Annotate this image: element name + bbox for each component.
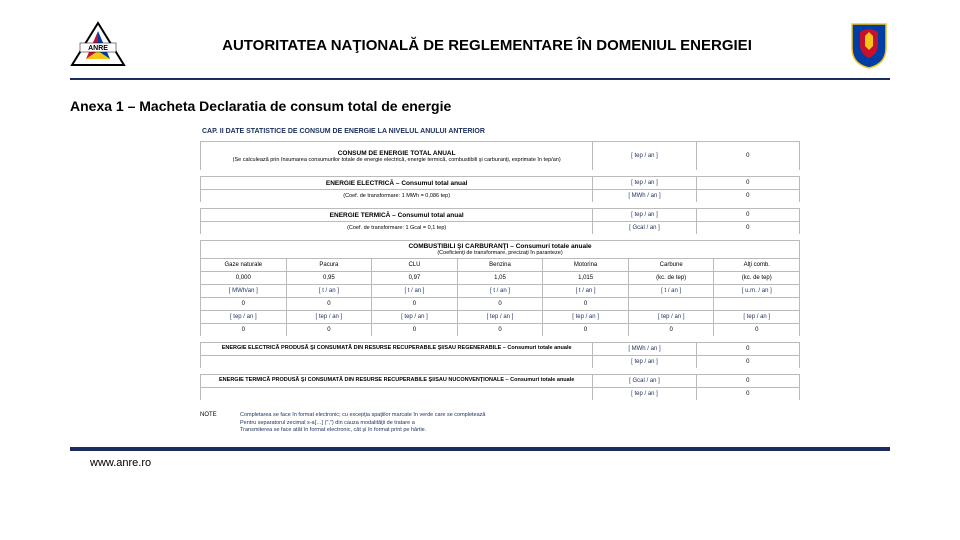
fuel-cell: 0 (713, 324, 800, 336)
fuel-cell: 0 (457, 298, 543, 310)
elec-row2: (Coef. de transformare: 1 MWh = 0,086 te… (200, 189, 800, 202)
fuel-cell: [ tep / an ] (457, 311, 543, 323)
fuel-cell: Motorina (542, 259, 628, 271)
fuel-cell: 0 (200, 324, 286, 336)
fuel-u1: [ MWh/an ][ t / an ][ t / an ][ t / an ]… (200, 284, 800, 297)
fuel-cell: 0,000 (200, 272, 286, 284)
fuel-cell: Carbune (628, 259, 714, 271)
fuel-cell: 0,95 (286, 272, 372, 284)
chapter-title: CAP. II DATE STATISTICE DE CONSUM DE ENE… (200, 124, 800, 141)
fuel-cell: 0 (200, 298, 286, 310)
prodelec-row2: [ tep / an ] 0 (200, 355, 800, 368)
svg-text:ANRE: ANRE (88, 45, 108, 52)
fuel-cell: Alţi comb. (713, 259, 800, 271)
fuel-cell: 0 (371, 298, 457, 310)
total-val: 0 (696, 142, 800, 170)
form-sheet: CAP. II DATE STATISTICE DE CONSUM DE ENE… (200, 124, 800, 435)
fuel-cell: [ t / an ] (542, 285, 628, 297)
fuel-cell: [ tep / an ] (371, 311, 457, 323)
anre-logo: ANRE (70, 21, 126, 69)
fuel-coef: 0,0000,950,971,051,015(kc. de tep)(kc. d… (200, 271, 800, 284)
fuel-u2: [ tep / an ][ tep / an ][ tep / an ][ te… (200, 310, 800, 323)
prodelec-row1: ENERGIE ELECTRICĂ PRODUSĂ ŞI CONSUMATĂ D… (200, 342, 800, 355)
prodterm-row2: [ tep / an ] 0 (200, 387, 800, 400)
total-sub: (Se calculează prin însumarea consumuril… (233, 157, 561, 163)
fuel-cell: [ u.m. / an ] (713, 285, 800, 297)
fuel-cell: [ t / an ] (286, 285, 372, 297)
prodterm-row1: ENERGIE TERMICĂ PRODUSĂ ŞI CONSUMATĂ DIN… (200, 374, 800, 387)
fuel-header: COMBUSTIBILI ŞI CARBURANŢI – Consumuri t… (200, 240, 800, 258)
fuel-v1: 00000 (200, 297, 800, 310)
fuel-cell: 1,015 (542, 272, 628, 284)
notes: NOTE Completarea se face în format elect… (200, 412, 800, 435)
fuel-cell: (kc. de tep) (713, 272, 800, 284)
fuel-cell: Benzina (457, 259, 543, 271)
fuel-cell: 1,05 (457, 272, 543, 284)
fuel-v2: 0000000 (200, 323, 800, 336)
fuel-cell: [ t / an ] (628, 285, 714, 297)
fuel-cell: (kc. de tep) (628, 272, 714, 284)
fuel-cell: [ tep / an ] (286, 311, 372, 323)
fuel-cols: Gaze naturalePacuraCLUBenzinaMotorinaCar… (200, 258, 800, 271)
fuel-cell: 0 (628, 324, 714, 336)
fuel-cell: [ t / an ] (371, 285, 457, 297)
fuel-cell: 0,97 (371, 272, 457, 284)
fuel-cell: 0 (542, 324, 628, 336)
elec-row1: ENERGIE ELECTRICĂ – Consumul total anual… (200, 176, 800, 189)
fuel-cell: [ tep / an ] (542, 311, 628, 323)
fuel-cell: 0 (286, 298, 372, 310)
fuel-cell (713, 298, 800, 310)
total-row: CONSUM DE ENERGIE TOTAL ANUAL (Se calcul… (200, 141, 800, 170)
fuel-cell: [ tep / an ] (628, 311, 714, 323)
fuel-cell: 0 (542, 298, 628, 310)
fuel-cell: CLU (371, 259, 457, 271)
footer-rule (70, 447, 890, 451)
fuel-cell (628, 298, 714, 310)
subtitle: Anexa 1 – Macheta Declaratia de consum t… (0, 80, 960, 124)
coat-of-arms (848, 20, 890, 70)
total-unit: [ tep / an ] (592, 142, 695, 170)
fuel-cell: 0 (371, 324, 457, 336)
fuel-cell: [ tep / an ] (200, 311, 286, 323)
fuel-cell: 0 (286, 324, 372, 336)
footer-url: www.anre.ro (0, 457, 960, 469)
fuel-cell: Gaze naturale (200, 259, 286, 271)
term-row2: (Coef. de transformare: 1 Gcal = 0,1 tep… (200, 221, 800, 234)
page-header: ANRE AUTORITATEA NAŢIONALĂ DE REGLEMENTA… (0, 0, 960, 78)
total-label: CONSUM DE ENERGIE TOTAL ANUAL (338, 150, 456, 157)
fuel-cell: [ tep / an ] (713, 311, 800, 323)
fuel-cell: Pacura (286, 259, 372, 271)
term-row1: ENERGIE TERMICĂ – Consumul total anual [… (200, 208, 800, 221)
header-title: AUTORITATEA NAŢIONALĂ DE REGLEMENTARE ÎN… (126, 37, 848, 54)
fuel-cell: [ t / an ] (457, 285, 543, 297)
fuel-cell: [ MWh/an ] (200, 285, 286, 297)
fuel-cell: 0 (457, 324, 543, 336)
